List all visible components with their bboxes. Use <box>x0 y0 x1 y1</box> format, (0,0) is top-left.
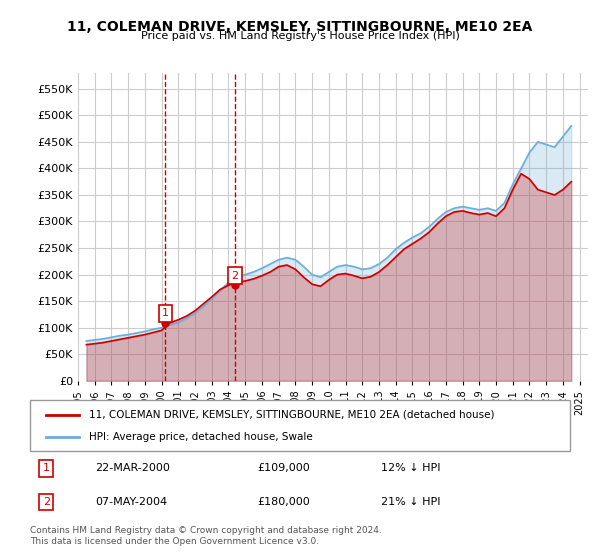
Text: HPI: Average price, detached house, Swale: HPI: Average price, detached house, Swal… <box>89 432 313 442</box>
Text: 1: 1 <box>162 309 169 318</box>
Text: 07-MAY-2004: 07-MAY-2004 <box>95 497 167 507</box>
Text: 12% ↓ HPI: 12% ↓ HPI <box>381 463 440 473</box>
Text: 11, COLEMAN DRIVE, KEMSLEY, SITTINGBOURNE, ME10 2EA (detached house): 11, COLEMAN DRIVE, KEMSLEY, SITTINGBOURN… <box>89 409 495 419</box>
Text: Contains HM Land Registry data © Crown copyright and database right 2024.
This d: Contains HM Land Registry data © Crown c… <box>30 526 382 546</box>
Text: £109,000: £109,000 <box>257 463 310 473</box>
Text: 22-MAR-2000: 22-MAR-2000 <box>95 463 170 473</box>
Text: 2: 2 <box>231 270 238 281</box>
Text: 1: 1 <box>43 463 50 473</box>
Text: 21% ↓ HPI: 21% ↓ HPI <box>381 497 440 507</box>
Text: 11, COLEMAN DRIVE, KEMSLEY, SITTINGBOURNE, ME10 2EA: 11, COLEMAN DRIVE, KEMSLEY, SITTINGBOURN… <box>67 20 533 34</box>
Text: Price paid vs. HM Land Registry's House Price Index (HPI): Price paid vs. HM Land Registry's House … <box>140 31 460 41</box>
FancyBboxPatch shape <box>30 400 570 451</box>
Text: £180,000: £180,000 <box>257 497 310 507</box>
Text: 2: 2 <box>43 497 50 507</box>
